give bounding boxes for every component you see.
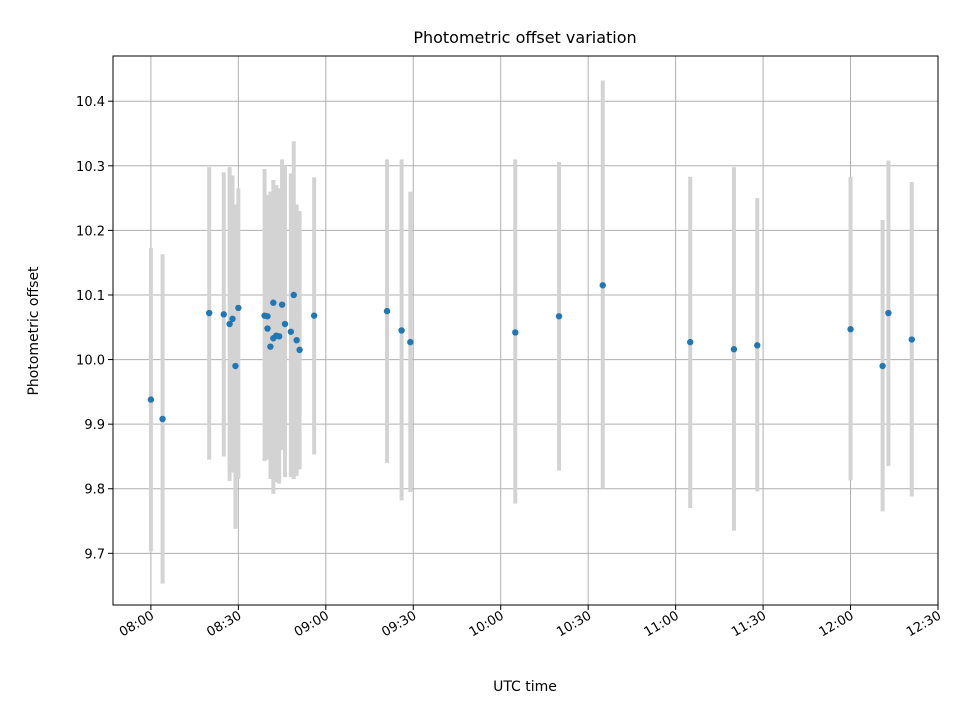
grid-lines (113, 56, 939, 605)
x-tick-label: 12:30 (904, 608, 944, 640)
data-point (281, 320, 289, 328)
y-axis-label: Photometric offset (26, 266, 42, 396)
x-tick-label: 08:30 (204, 608, 244, 640)
x-tick-label: 09:00 (292, 608, 332, 640)
error-bars (148, 80, 914, 584)
y-tick-label: 10.2 (76, 224, 105, 239)
data-point (599, 282, 606, 289)
data-point (555, 313, 563, 320)
data-point (310, 312, 318, 319)
x-axis-label: UTC time (493, 679, 557, 695)
data-point (147, 396, 155, 403)
data-point (270, 299, 277, 306)
x-tick-label: 08:00 (117, 608, 157, 640)
data-point (275, 333, 283, 340)
data-point (879, 362, 886, 370)
data-point (206, 309, 213, 317)
data-point (226, 320, 233, 328)
y-tick-label: 9.7 (84, 547, 105, 562)
data-point (290, 291, 297, 299)
data-point (264, 313, 271, 320)
data-point (220, 311, 227, 318)
data-point (885, 309, 892, 317)
data-point (730, 346, 738, 353)
x-tick-label: 09:30 (379, 608, 419, 640)
chart-title: Photometric offset variation (413, 28, 636, 47)
data-point (687, 338, 694, 346)
y-tick-label: 10.4 (76, 95, 105, 110)
data-point (159, 415, 166, 423)
data-point (398, 327, 405, 334)
plot-area-frame (112, 55, 939, 606)
data-point (264, 325, 271, 332)
x-axis-ticks: 08:00 08:30 09:00 09:30 10:00 10:30 11:00 11:30… (117, 605, 944, 640)
x-tick-label: 11:30 (729, 608, 769, 640)
y-tick-label: 10.3 (76, 160, 105, 175)
data-point (232, 362, 239, 370)
x-tick-label: 11:00 (642, 608, 682, 640)
x-tick-label: 10:00 (467, 608, 507, 640)
data-points (147, 282, 915, 423)
data-point (229, 315, 236, 323)
x-tick-label: 10:30 (554, 608, 594, 640)
data-point (267, 343, 274, 350)
data-point (908, 336, 915, 343)
y-tick-label: 10.0 (76, 354, 105, 369)
y-tick-label: 9.9 (84, 418, 105, 433)
y-tick-label: 10.1 (76, 289, 105, 304)
x-tick-label: 12:00 (817, 608, 857, 640)
y-axis-ticks: 9.7 9.8 9.9 10.0 10.1 10.2 10.3 10.4 (76, 95, 113, 562)
data-point (296, 346, 303, 354)
data-point (407, 338, 414, 346)
data-point (287, 328, 295, 335)
data-point (754, 342, 761, 349)
y-tick-label: 9.8 (84, 483, 105, 498)
data-point (293, 336, 300, 344)
data-point (278, 301, 286, 308)
data-point (847, 326, 854, 333)
data-point (235, 304, 242, 312)
data-point (512, 329, 519, 336)
data-point (383, 307, 391, 315)
